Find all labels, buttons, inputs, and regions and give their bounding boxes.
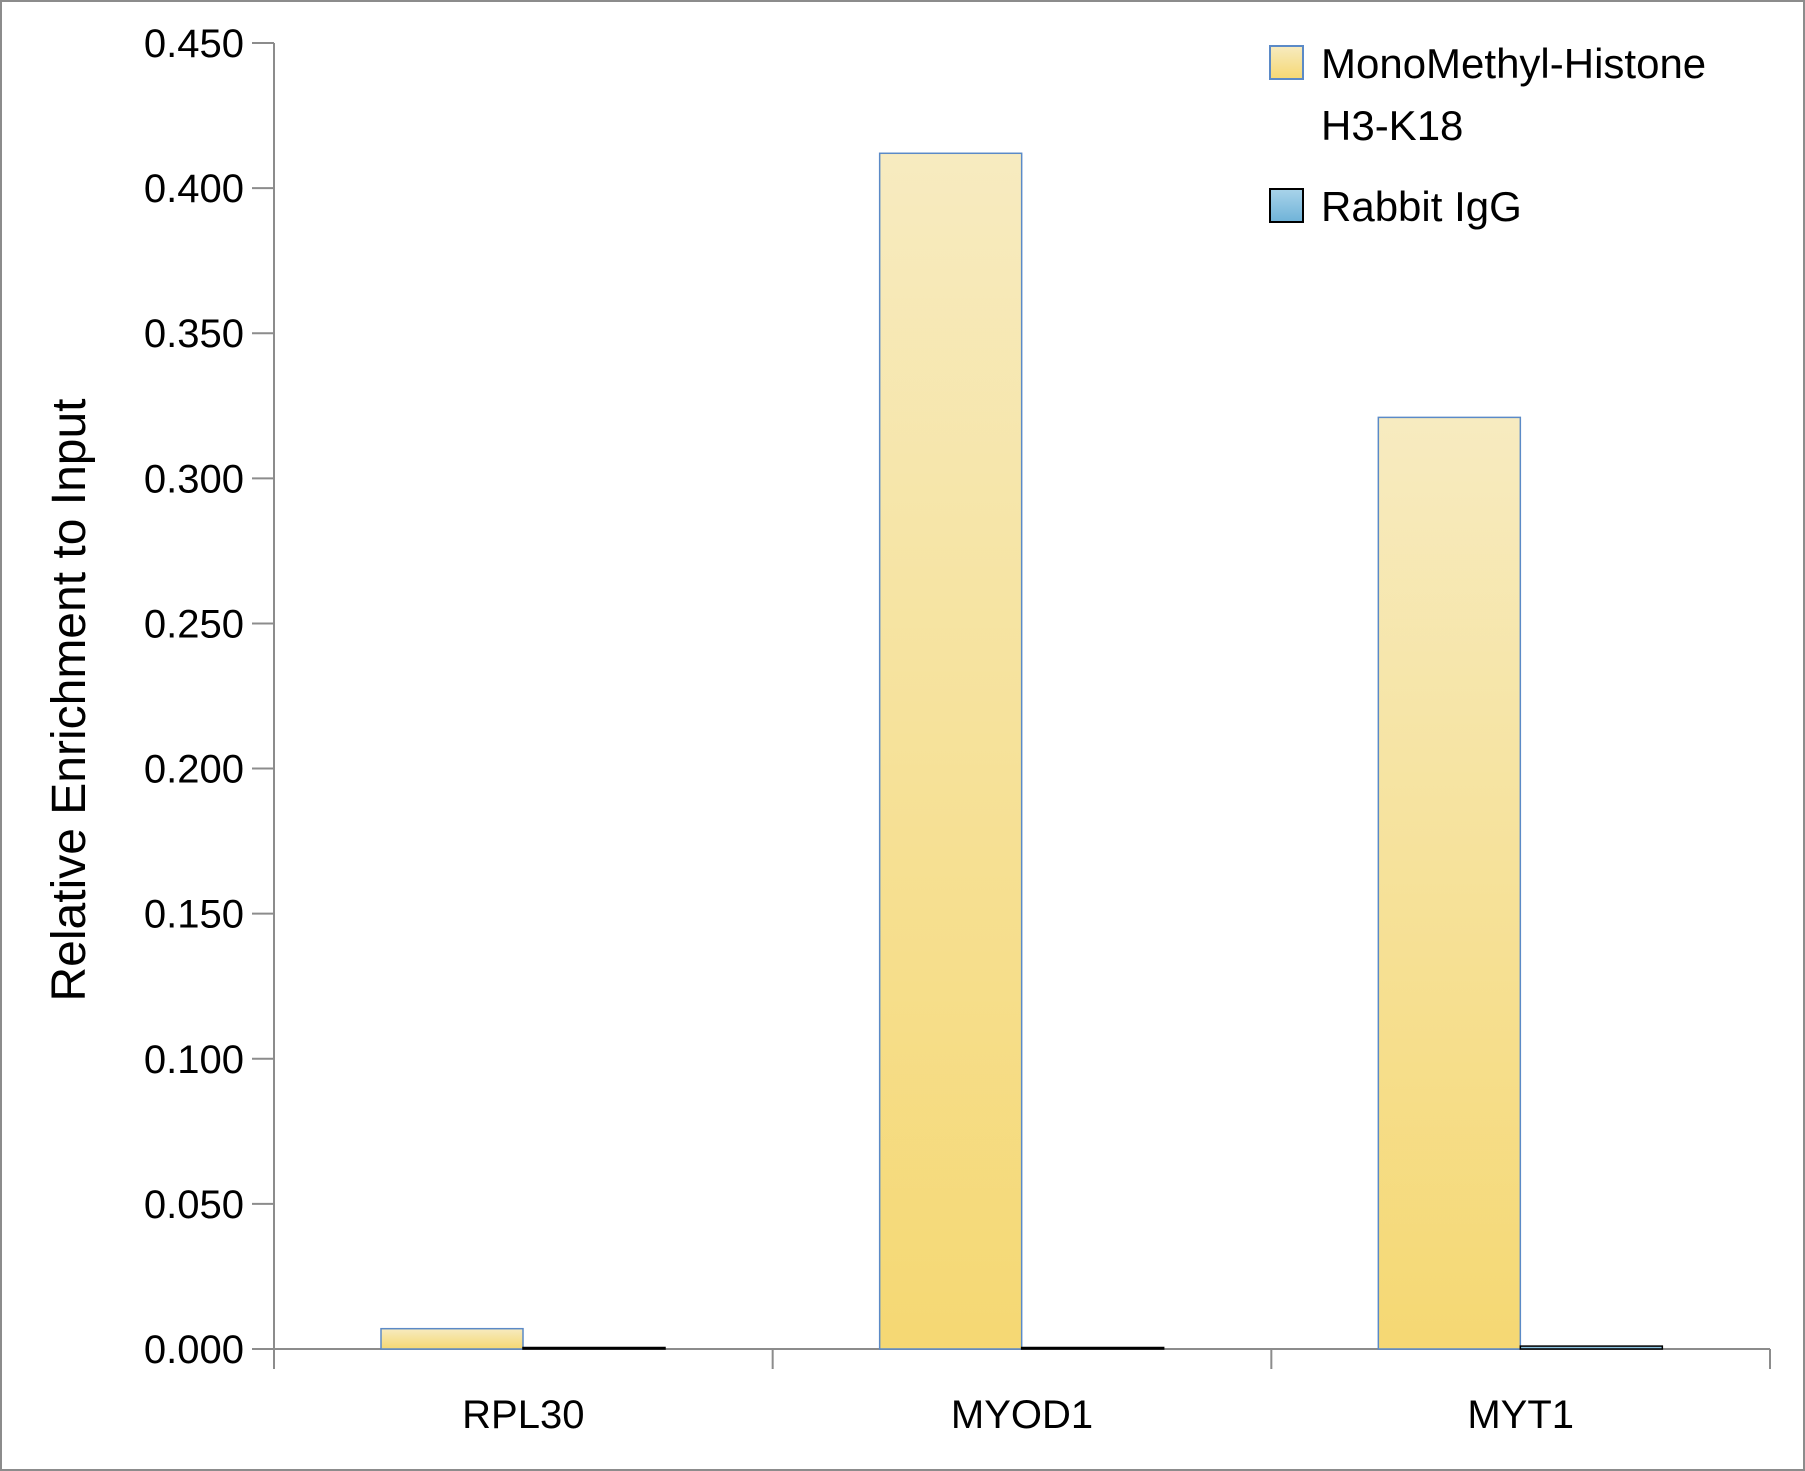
- legend-swatch-series-1: [1269, 188, 1304, 223]
- legend-label-series-0-line-1: MonoMethyl-Histone: [1321, 40, 1706, 87]
- bar-series-1-myt1: [1519, 1345, 1664, 1350]
- category-labels: RPL30 MYOD1 MYT1: [462, 1393, 1574, 1437]
- legend-label-series-1: Rabbit IgG: [1321, 183, 1522, 230]
- y-ticks: 0.000 0.050 0.100 0.150 0.200 0.250 0.300 0.350…: [144, 22, 274, 1372]
- y-tick-label: 0.300: [144, 457, 244, 501]
- x-category-label: RPL30: [462, 1393, 584, 1437]
- y-tick-label: 0.100: [144, 1038, 244, 1082]
- y-axis-title: Relative Enrichment to Input: [43, 399, 96, 1002]
- y-tick-label: 0.000: [144, 1328, 244, 1372]
- bar-series-1-myod1: [1020, 1346, 1165, 1350]
- y-tick-label: 0.450: [144, 22, 244, 66]
- y-tick-label: 0.250: [144, 602, 244, 646]
- legend: MonoMethyl-Histone H3-K18 Rabbit IgG: [1269, 40, 1706, 230]
- y-tick-label: 0.050: [144, 1183, 244, 1227]
- bar-series-1-rpl30: [522, 1346, 666, 1350]
- x-category-label: MYT1: [1467, 1393, 1574, 1437]
- x-category-label: MYOD1: [951, 1393, 1093, 1437]
- y-tick-label: 0.350: [144, 312, 244, 356]
- bar-series-0-myod1: [878, 152, 1023, 1350]
- y-tick-label: 0.400: [144, 167, 244, 211]
- bar-series-0-myt1: [1377, 416, 1522, 1350]
- y-tick-label: 0.150: [144, 893, 244, 937]
- x-ticks: [273, 1349, 1771, 1369]
- bars: [380, 152, 1664, 1350]
- bar-series-0-rpl30: [380, 1327, 524, 1350]
- legend-label-series-0-line-2: H3-K18: [1321, 102, 1463, 149]
- legend-swatch-series-0: [1269, 45, 1304, 80]
- y-tick-label: 0.200: [144, 748, 244, 792]
